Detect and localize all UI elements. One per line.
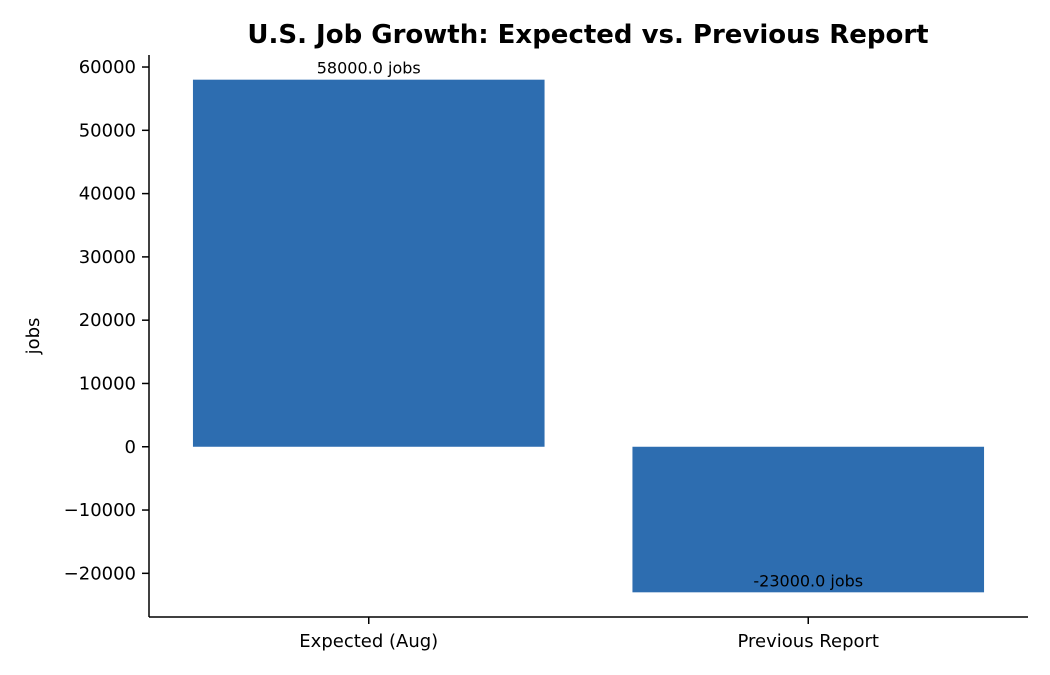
bar-value-label-0: 58000.0 jobs	[317, 59, 421, 78]
x-axis-ticks: Expected (Aug) Previous Report	[299, 617, 879, 652]
y-tick-label-3: 10000	[79, 373, 136, 394]
chart-title: U.S. Job Growth: Expected vs. Previous R…	[247, 20, 928, 50]
y-tick-label-7: 50000	[79, 120, 136, 141]
data-labels-group: 58000.0 jobs -23000.0 jobs	[317, 59, 863, 591]
y-tick-label-4: 20000	[79, 310, 136, 331]
bars-group	[192, 79, 985, 593]
bar-1	[632, 446, 985, 593]
y-tick-label-0: −20000	[64, 563, 136, 584]
y-tick-label-5: 30000	[79, 247, 136, 268]
y-tick-label-2: 0	[125, 437, 136, 458]
y-tick-label-6: 40000	[79, 184, 136, 205]
x-tick-label-1: Previous Report	[738, 631, 879, 652]
bar-0	[192, 79, 545, 447]
y-axis-ticks: −20000 −10000 0 10000 20000 30000 40000 50000 60…	[64, 57, 149, 584]
y-tick-label-8: 60000	[79, 57, 136, 78]
y-axis-label: jobs	[23, 318, 44, 356]
x-tick-label-0: Expected (Aug)	[299, 631, 438, 652]
bar-value-label-1: -23000.0 jobs	[753, 571, 863, 590]
y-tick-label-1: −10000	[64, 500, 136, 521]
